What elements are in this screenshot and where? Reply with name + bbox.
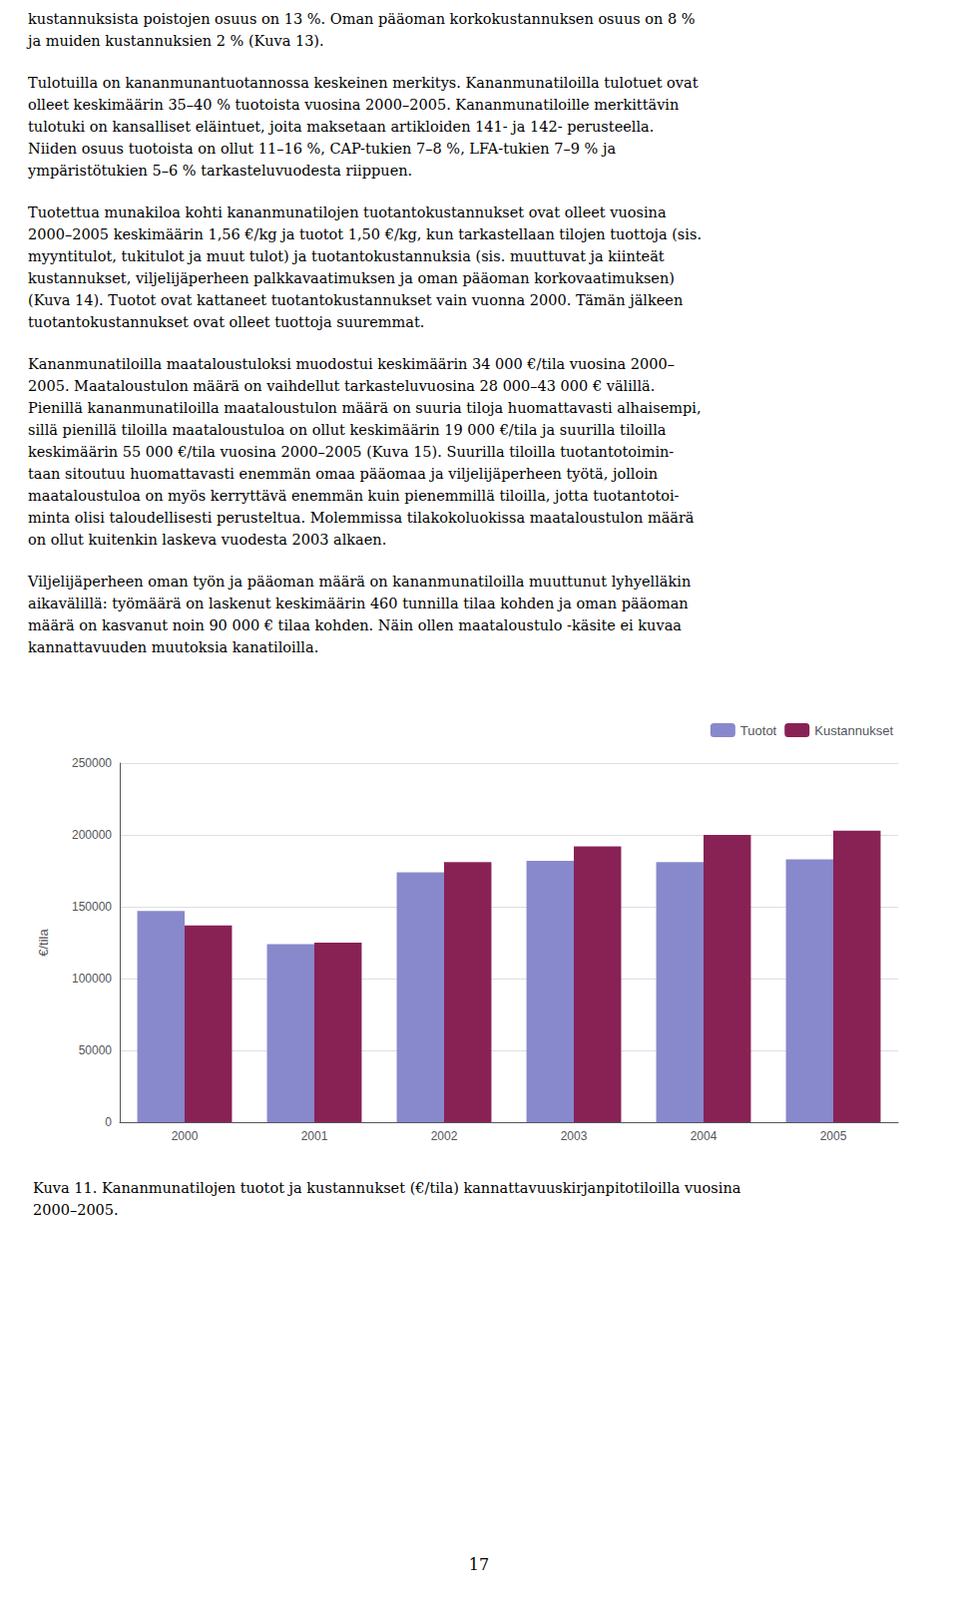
- svg-text:keskimäärin 55 000 €/tila vuos: keskimäärin 55 000 €/tila vuosina 2000–2…: [27, 444, 674, 461]
- svg-text:aikavälillä: työmäärä on laske: aikavälillä: työmäärä on laskenut keskim…: [27, 595, 689, 612]
- svg-text:2000: 2000: [171, 1129, 199, 1144]
- svg-text:kustannukset, viljelijäperheen: kustannukset, viljelijäperheen palkkavaa…: [27, 270, 675, 287]
- svg-text:tulotuki on kansalliset eläint: tulotuki on kansalliset eläintuet, joita…: [27, 118, 654, 135]
- svg-text:2003: 2003: [560, 1129, 588, 1144]
- svg-text:2002: 2002: [431, 1129, 459, 1144]
- svg-text:kannattavuuden muutoksia kanat: kannattavuuden muutoksia kanatiloilla.: [27, 639, 319, 656]
- svg-text:2004: 2004: [690, 1129, 718, 1144]
- svg-text:2005. Maataloustulon määrä on: 2005. Maataloustulon määrä on vaihdellut…: [27, 378, 655, 395]
- svg-text:Tulotuilla on kananmunantuotan: Tulotuilla on kananmunantuotannossa kesk…: [27, 74, 699, 91]
- svg-text:2000–2005 keskimäärin 1,56 €/k: 2000–2005 keskimäärin 1,56 €/kg ja tuoto…: [27, 226, 702, 243]
- svg-text:2000–2005.: 2000–2005.: [32, 1202, 119, 1219]
- svg-text:17: 17: [469, 1555, 489, 1575]
- svg-text:150000: 150000: [71, 900, 112, 915]
- svg-text:ympäristötukien 5–6 % tarkaste: ympäristötukien 5–6 % tarkasteluvuodesta…: [26, 162, 413, 179]
- svg-text:(Kuva 14). Tuotot ovat kattane: (Kuva 14). Tuotot ovat kattaneet tuotant…: [27, 292, 683, 309]
- svg-text:Kuva 11. Kananmunatilojen tuot: Kuva 11. Kananmunatilojen tuotot ja kust…: [32, 1180, 742, 1197]
- svg-text:taan sitoutuu huomattavasti en: taan sitoutuu huomattavasti enemmän omaa…: [27, 466, 658, 482]
- svg-text:tuotantokustannukset ovat olle: tuotantokustannukset ovat olleet tuottoj…: [27, 314, 425, 331]
- svg-text:sillä pienillä tiloilla maatal: sillä pienillä tiloilla maataloustuloa o…: [27, 422, 667, 439]
- svg-text:määrä on kasvanut noin 90 000: määrä on kasvanut noin 90 000 € tilaa ko…: [27, 617, 682, 634]
- svg-text:0: 0: [104, 1115, 112, 1130]
- svg-text:200000: 200000: [71, 828, 112, 843]
- svg-text:Tuotettua munakiloa kohti kana: Tuotettua munakiloa kohti kananmunatiloj…: [27, 204, 667, 221]
- svg-text:2005: 2005: [820, 1129, 848, 1144]
- svg-text:Niiden osuus tuotoista on ollu: Niiden osuus tuotoista on ollut 11–16 %,…: [27, 140, 616, 157]
- svg-text:100000: 100000: [71, 971, 112, 986]
- svg-text:Kananmunatiloilla maataloustul: Kananmunatiloilla maataloustuloksi muodo…: [27, 356, 675, 373]
- svg-text:Kustannukset: Kustannukset: [814, 723, 894, 739]
- svg-text:myyntitulot, tukitulot ja muut: myyntitulot, tukitulot ja muut tulot) ja…: [27, 248, 665, 265]
- svg-text:maataloustuloa on myös kerrytt: maataloustuloa on myös kerryttävä enemmä…: [27, 487, 680, 504]
- svg-text:minta olisi taloudellisesti pe: minta olisi taloudellisesti perusteltua.…: [27, 509, 695, 526]
- svg-text:ja muiden kustannuksien 2 % (K: ja muiden kustannuksien 2 % (Kuva 13).: [25, 32, 325, 49]
- svg-text:50000: 50000: [78, 1043, 113, 1058]
- svg-text:Pienillä kananmunatiloilla maa: Pienillä kananmunatiloilla maataloustulo…: [27, 400, 702, 417]
- svg-text:€/tila: €/tila: [35, 929, 51, 958]
- svg-text:on ollut kuitenkin laskeva vuo: on ollut kuitenkin laskeva vuodesta 2003…: [27, 531, 387, 548]
- svg-text:250000: 250000: [71, 756, 112, 771]
- svg-text:2001: 2001: [301, 1129, 329, 1144]
- svg-text:olleet keskimäärin 35–40 % tuo: olleet keskimäärin 35–40 % tuotoista vuo…: [27, 96, 679, 113]
- svg-text:Viljelijäperheen oman työn ja: Viljelijäperheen oman työn ja pääoman mä…: [26, 573, 691, 590]
- svg-text:Tuotot: Tuotot: [740, 723, 778, 739]
- svg-text:kustannuksista poistojen osuus: kustannuksista poistojen osuus on 13 %. …: [27, 10, 696, 27]
